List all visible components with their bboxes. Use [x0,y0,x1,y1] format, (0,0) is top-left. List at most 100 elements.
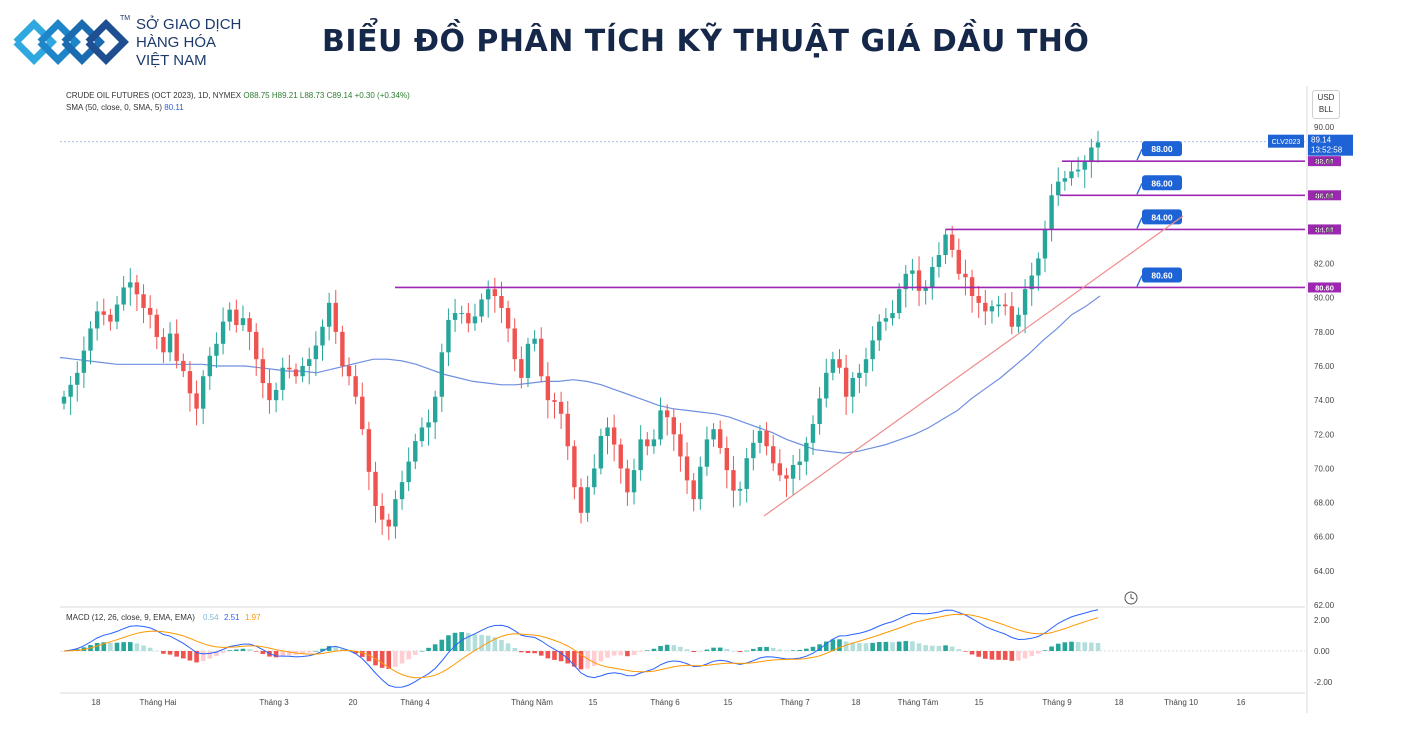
candle-body [790,465,796,479]
macd-histogram-bar [1036,651,1041,654]
macd-histogram-bar [717,647,723,651]
candle-body [267,383,272,401]
macd-histogram-bar [870,642,875,651]
candle-body [684,456,690,481]
candle-body [976,296,981,303]
candle-body [240,318,246,326]
macd-histogram-bar [1042,650,1048,651]
candle-body [154,314,159,337]
macd-histogram-bar [1069,641,1074,651]
candle-body [406,461,411,483]
macd-histogram-bar [393,651,398,667]
sma-line [59,295,1101,454]
y-tick-label: 74.00 [1314,396,1335,405]
candle-body [1036,258,1041,276]
brand-line-1: SỞ GIAO DỊCH [136,16,242,33]
candle-body [843,367,849,397]
x-tick-label: 18 [852,698,861,707]
candle-body [751,442,756,459]
macd-histogram-bar [585,651,590,669]
macd-histogram-bar [883,641,889,651]
candle-body [983,302,988,312]
macd-histogram-bar [181,651,186,659]
candle-body [830,359,836,373]
candle-body [340,331,345,366]
level-axis-label: 84.00 [1315,225,1334,234]
macd-tick-label: 0.00 [1314,647,1330,656]
macd-histogram-bar [863,643,869,651]
candle-body [877,321,882,341]
level-axis-tag [1308,156,1341,167]
macd-histogram-bar [320,648,325,651]
candle-body [1042,229,1048,259]
macd-histogram-bar [187,651,193,661]
candle-body [207,355,213,377]
candle-body [923,287,928,291]
callout-pointer [1136,275,1143,287]
x-tick-label: 16 [1237,698,1246,707]
macd-histogram-bar [492,637,498,651]
candle-body [439,352,445,397]
x-tick-label: Tháng Tám [898,698,939,707]
candle-body [174,333,179,361]
macd-histogram-bar [605,651,610,658]
candle-body [379,505,385,520]
macd-histogram-bar [346,650,352,652]
macd-histogram-bar [419,650,425,652]
callout-pointer [1136,217,1143,229]
signal-line [63,613,1099,679]
candle-body [75,372,80,385]
macd-histogram-bar [406,651,411,660]
y-tick-label: 78.00 [1314,328,1335,337]
candle-body [903,273,908,290]
candle-body [88,328,93,351]
candle-body [797,461,802,466]
macd-histogram-bar [618,651,624,656]
candles [61,130,1101,541]
level-callout [1142,175,1182,191]
candle-body [519,359,524,378]
candle-body [890,313,895,319]
candle-body [81,350,87,373]
candle-body [452,313,458,320]
candle-body [108,314,113,322]
candle-body [757,430,763,443]
macd-histogram-bar [101,642,107,651]
macd-histogram-bar [446,635,451,651]
candle-body [121,287,126,305]
macd-histogram-bar [943,645,948,651]
candle-body [717,429,723,448]
currency-button[interactable]: USD BLL [1312,90,1340,119]
macd-histogram-bar [996,651,1001,660]
candle-body [804,442,809,462]
macd-histogram-bar [499,639,504,651]
macd-histogram-bar [857,643,862,651]
macd-histogram-bar [625,651,630,657]
candle-body [147,307,153,315]
candle-body [936,255,942,267]
time-axis: 18 Tháng Hai Tháng 3 20 Tháng 4 Tháng Năm 15 Th… [60,692,1305,707]
candle-body [625,468,630,493]
macd-histogram-bar [1089,642,1094,651]
macd-histogram-bar [963,651,968,652]
candle-body [247,318,252,332]
macd-tick-label: 2.00 [1314,616,1330,625]
candle-body [824,372,829,399]
macd-histogram-bar [704,649,710,651]
candle-body [446,319,451,353]
trademark-mark: TM [120,15,131,22]
macd-histogram-bar [1055,643,1061,651]
macd-value: 0.54 [203,613,219,622]
macd-histogram-bar [253,651,259,652]
candle-body [863,359,869,373]
macd-histogram-bar [929,645,935,651]
macd-histogram-bar [326,646,332,651]
y-tick-label: 68.00 [1314,499,1335,508]
macd-histogram-bar [313,650,319,652]
candle-body [1003,304,1008,307]
candle-body [94,311,100,329]
macd-histogram-bar [949,646,955,651]
candle-body [539,338,544,377]
callout-pointer [1136,148,1143,161]
